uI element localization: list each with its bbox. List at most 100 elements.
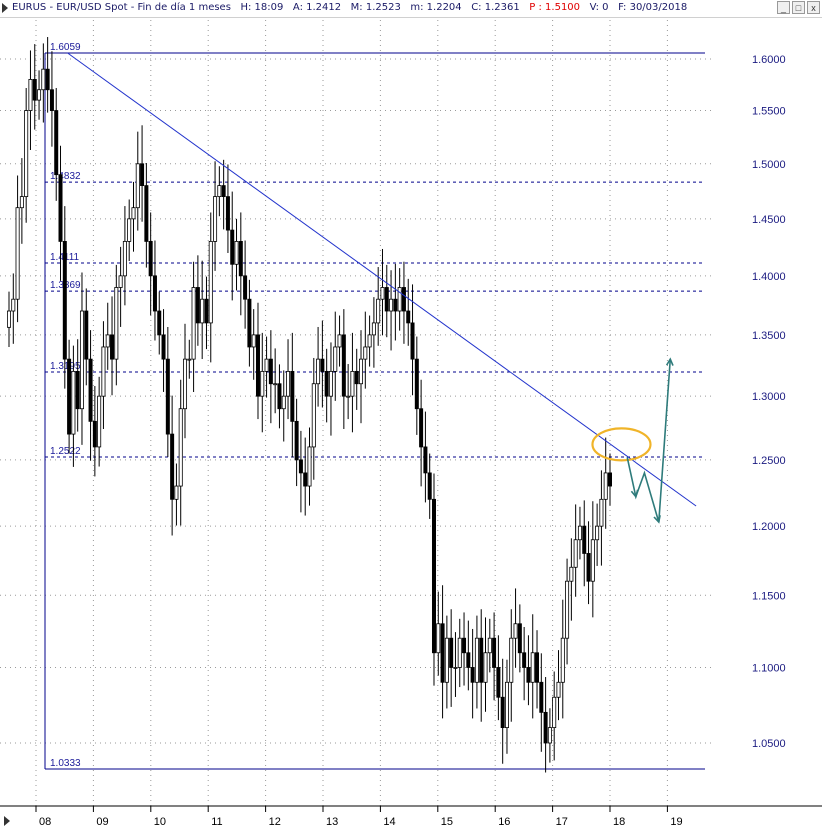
candle-body: [509, 637, 514, 683]
candle-body: [7, 310, 12, 328]
candle-body: [517, 623, 522, 654]
candle-body: [483, 652, 488, 683]
candle-body: [543, 711, 548, 744]
y-tick-label: 1.3500: [752, 330, 786, 342]
x-tick-label: 10: [154, 816, 166, 828]
minimize-button[interactable]: _: [777, 1, 790, 14]
y-axis: 1.6000 1.5500 1.5000 1.4500 1.4000 1.3500 1.30…: [752, 54, 786, 750]
close-button[interactable]: x: [807, 1, 820, 14]
candle-body: [492, 637, 497, 668]
candle-body: [11, 298, 16, 312]
level-lines: 1.60591.48321.41111.38691.31951.25221.03…: [44, 42, 705, 770]
candle-body: [311, 383, 316, 448]
candle-body: [268, 358, 273, 385]
candle-body: [328, 370, 333, 397]
open-field: A: 1.2412: [292, 2, 342, 13]
candle-body: [586, 553, 591, 582]
candle-body: [414, 358, 419, 410]
candle-body: [371, 322, 376, 336]
candle-body: [225, 196, 230, 231]
highlight-ellipse: [591, 427, 652, 462]
candle-body: [273, 383, 278, 386]
candle-body: [474, 637, 479, 683]
low-field: m: 1.2204: [410, 2, 462, 13]
forecast-path: [626, 359, 672, 523]
candle-body: [200, 298, 205, 324]
menu-arrow-icon[interactable]: [2, 3, 8, 13]
candle-body: [277, 383, 282, 410]
x-tick-label: 09: [96, 816, 108, 828]
candle-body: [247, 298, 252, 348]
candle-body: [590, 539, 595, 582]
candle-body: [165, 358, 170, 435]
candle-body: [363, 346, 368, 360]
candle-body: [547, 727, 552, 744]
candle-body: [221, 185, 226, 198]
close-field: C: 1.2361: [471, 2, 520, 13]
candle-body: [114, 287, 119, 360]
candle-body: [152, 275, 157, 312]
candle-body: [350, 370, 355, 397]
candle-body: [530, 652, 535, 683]
candle-body: [213, 196, 218, 242]
candle-body: [37, 89, 42, 101]
candle-body: [122, 241, 127, 277]
x-tick-label: 12: [269, 816, 281, 828]
forecast-arrowhead: [665, 357, 674, 366]
candle-body: [462, 637, 467, 654]
candle-body: [131, 207, 136, 220]
candle-body: [316, 358, 321, 385]
forecast-arrowhead: [630, 489, 639, 499]
period: Fin de día 1 meses: [137, 2, 231, 13]
candle-body: [303, 472, 308, 487]
candle-body: [337, 334, 342, 348]
candle-body: [380, 287, 385, 300]
candle-body: [522, 652, 527, 668]
candle-body: [157, 310, 162, 336]
candle-body: [431, 498, 436, 654]
candle-body: [127, 218, 132, 242]
candle-body: [174, 485, 179, 500]
candle-body: [260, 370, 265, 397]
candle-body: [376, 298, 381, 324]
trendline: [67, 52, 697, 507]
high-field: M: 1.2523: [350, 2, 401, 13]
candle-body: [110, 334, 115, 360]
y-tick-label: 1.1500: [752, 590, 786, 602]
candle-body: [178, 408, 183, 487]
candle-body: [255, 334, 260, 397]
candle-body: [140, 163, 145, 187]
candle-body: [401, 287, 406, 312]
candle-body: [410, 322, 415, 360]
candle-body: [608, 472, 613, 487]
candle-body: [45, 68, 50, 91]
candle-body: [397, 287, 402, 312]
scroll-arrow-icon[interactable]: [4, 816, 10, 826]
candle-body: [294, 420, 299, 461]
level-label: 1.0333: [50, 758, 81, 769]
y-tick-label: 1.1000: [752, 662, 786, 674]
candle-body: [466, 652, 471, 668]
candle-body: [504, 681, 509, 729]
candle-body: [15, 207, 20, 300]
candle-body: [307, 446, 312, 487]
description: EUR/USD Spot: [56, 2, 128, 13]
candle-body: [67, 358, 72, 435]
candle-body: [367, 334, 372, 348]
level-label: 1.4832: [50, 171, 81, 182]
candle-body: [251, 334, 256, 348]
candles: [7, 37, 613, 773]
candle-body: [19, 196, 24, 209]
candle-body: [24, 110, 29, 198]
y-tick-label: 1.5500: [752, 106, 786, 118]
forecast-arrowhead: [653, 515, 661, 524]
time-field: H: 18:09: [240, 2, 284, 13]
candle-body: [449, 637, 454, 668]
x-axis: 08 09 10 11 12 13 14 15 16 17 18 19: [0, 805, 822, 828]
candle-body: [535, 652, 540, 683]
p-field: P : 1.5100: [529, 2, 581, 13]
maximize-button[interactable]: □: [792, 1, 805, 14]
candle-body: [204, 298, 209, 324]
candle-body: [565, 580, 570, 639]
